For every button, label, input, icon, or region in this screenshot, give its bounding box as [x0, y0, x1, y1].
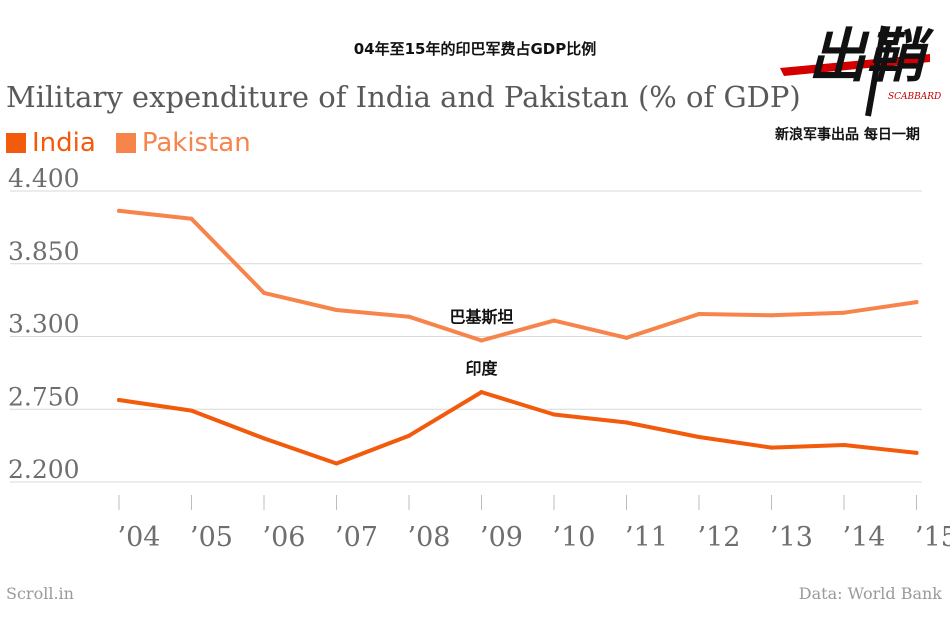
- x-tick-label: ’13: [770, 522, 813, 553]
- series-annotation-india: 印度: [465, 359, 498, 378]
- data-point-pakistan: [479, 338, 484, 343]
- x-tick-label: ’09: [480, 522, 523, 553]
- logo-slash: [865, 25, 887, 117]
- x-tick-label: ’04: [118, 522, 161, 553]
- source-right: Data: World Bank: [798, 584, 942, 603]
- data-point-pakistan: [914, 300, 919, 305]
- logo-red-stroke: [780, 54, 930, 76]
- data-point-india: [842, 442, 846, 447]
- data-point-pakistan: [842, 310, 846, 315]
- legend-item-india: India: [6, 128, 96, 158]
- data-point-india: [334, 461, 339, 466]
- logo-glyphs: 出鞘: [808, 22, 935, 90]
- data-point-india: [914, 450, 919, 455]
- data-point-pakistan: [407, 314, 411, 319]
- x-tick-label: ’06: [263, 522, 306, 553]
- y-tick-label: 4.400: [8, 164, 80, 193]
- series-line-pakistan: [117, 208, 919, 343]
- data-point-pakistan: [552, 318, 556, 323]
- x-tick-label: ’08: [408, 522, 451, 553]
- logo-caption: 新浪军事出品 每日一期: [775, 127, 920, 143]
- data-point-india: [407, 433, 411, 438]
- y-tick-label: 2.750: [8, 382, 80, 411]
- data-point-india: [624, 420, 629, 425]
- data-point-india: [769, 445, 774, 450]
- x-tick-label: ’10: [553, 522, 596, 553]
- data-point-india: [697, 435, 701, 440]
- x-tick-label: ’07: [335, 522, 378, 553]
- x-tick-label: ’12: [698, 522, 741, 553]
- chart-title: Military expenditure of India and Pakist…: [6, 80, 801, 114]
- legend-item-pakistan: Pakistan: [115, 128, 251, 158]
- source-left: Scroll.in: [6, 584, 74, 603]
- banner-title: 04年至15年的印巴军费占GDP比例: [353, 40, 597, 58]
- legend-swatch-pakistan: [115, 133, 136, 153]
- y-tick-label: 3.850: [8, 237, 80, 266]
- x-tick-label: ’14: [843, 522, 886, 553]
- data-point-pakistan: [189, 216, 194, 221]
- data-point-india: [189, 408, 194, 413]
- x-tick-label: ’05: [190, 522, 233, 553]
- legend: India Pakistan: [6, 128, 271, 158]
- data-point-pakistan: [334, 308, 339, 313]
- x-tick-label: ’15: [915, 522, 950, 553]
- y-tick-label: 3.300: [8, 310, 80, 339]
- data-point-india: [479, 390, 484, 395]
- data-point-india: [552, 412, 556, 417]
- data-point-india: [262, 436, 266, 441]
- data-point-pakistan: [624, 335, 629, 340]
- scabbard-logo: 出鞘 SCABBARD: [780, 22, 941, 117]
- series-annotation-pakistan: 巴基斯坦: [449, 307, 513, 326]
- data-point-india: [117, 397, 121, 402]
- logo-sub: SCABBARD: [888, 92, 941, 102]
- x-tick-label: ’11: [625, 522, 668, 553]
- data-point-pakistan: [117, 208, 121, 213]
- data-point-pakistan: [262, 290, 266, 295]
- legend-label-pakistan: Pakistan: [141, 128, 251, 158]
- legend-swatch-india: [6, 133, 26, 153]
- data-point-pakistan: [769, 313, 774, 318]
- y-tick-label: 2.200: [8, 455, 80, 484]
- legend-label-india: India: [32, 128, 96, 158]
- data-point-pakistan: [697, 312, 701, 317]
- series-line-india: [117, 390, 919, 466]
